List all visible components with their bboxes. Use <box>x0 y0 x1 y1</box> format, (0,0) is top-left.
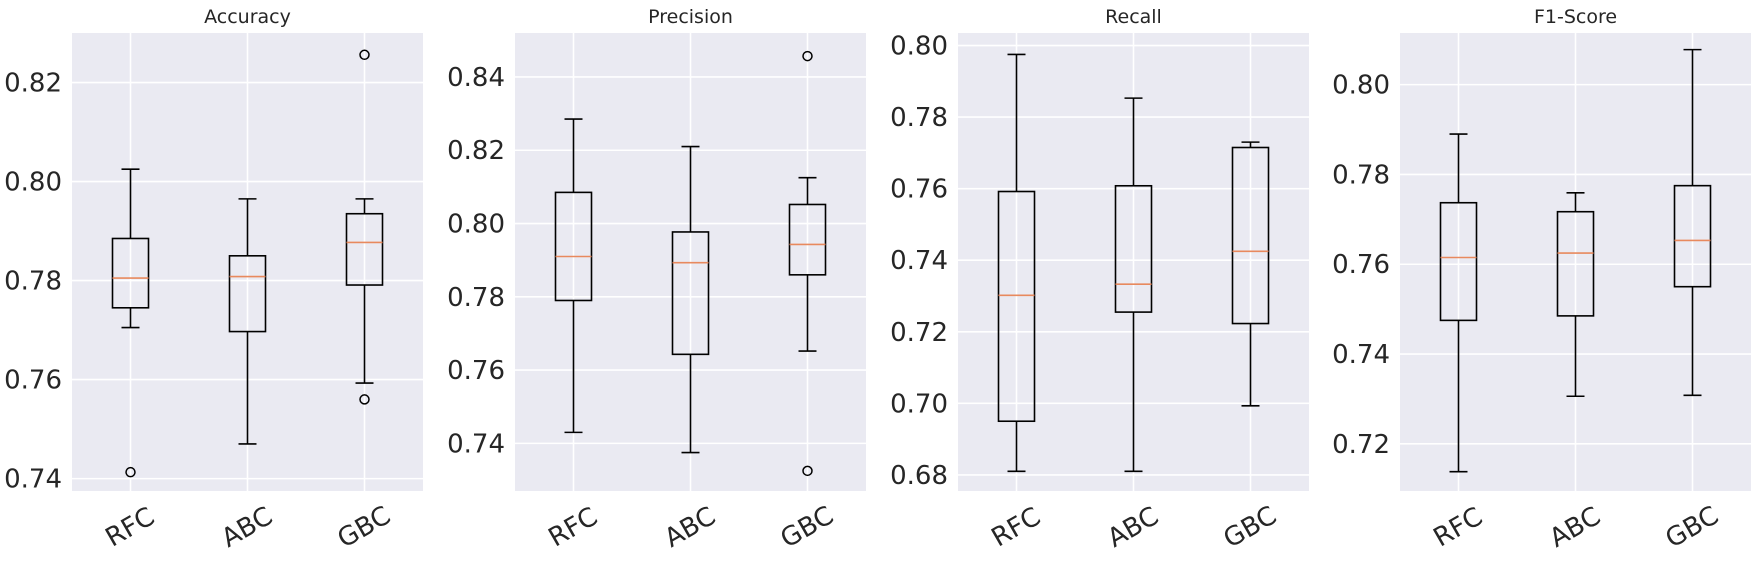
chart-title: Recall <box>1105 6 1162 28</box>
outlier-point <box>359 394 370 405</box>
outlier-point <box>125 466 136 478</box>
y-tick-label: 0.72 <box>890 318 948 348</box>
outlier-point <box>802 50 813 62</box>
iqr-box <box>1673 184 1712 288</box>
chart-title: F1-Score <box>1534 6 1617 28</box>
y-tick-label: 0.76 <box>1332 250 1390 280</box>
x-tick-label: GBC <box>776 501 839 555</box>
iqr-box <box>345 212 384 286</box>
x-tick-label: GBC <box>1661 501 1724 555</box>
chart-panel-recall: 0.68 0.70 0.72 0.74 0.76 0.78 0.80 RFC ABC GBC Rec… <box>890 6 1309 554</box>
x-tick-label: ABC <box>660 501 721 554</box>
y-tick-label: 0.80 <box>4 168 62 198</box>
x-tick-label: GBC <box>1219 501 1282 555</box>
y-tick-label: 0.78 <box>447 283 505 313</box>
y-tick-label: 0.74 <box>1332 340 1390 370</box>
box-gbc <box>788 50 827 477</box>
iqr-box <box>671 231 710 356</box>
iqr-box <box>997 190 1036 423</box>
chart-title: Precision <box>648 6 733 28</box>
box-rfc <box>1439 133 1478 473</box>
y-tick-label: 0.76 <box>447 356 505 386</box>
x-tick-label: ABC <box>217 501 278 554</box>
y-tick-label: 0.74 <box>890 246 948 276</box>
box-abc <box>1114 97 1153 473</box>
y-tick-label: 0.76 <box>4 366 62 396</box>
iqr-box <box>788 203 827 276</box>
x-tick-label: ABC <box>1103 501 1164 554</box>
iqr-box <box>1231 146 1270 325</box>
box-abc <box>1556 192 1595 398</box>
x-tick-label: RFC <box>101 502 160 554</box>
box-gbc <box>1673 48 1712 397</box>
box-rfc <box>554 118 593 434</box>
chart-panel-f1-score: 0.72 0.74 0.76 0.78 0.80 RFC ABC GBC F1-Score <box>1332 6 1751 554</box>
chart-panel-accuracy: 0.74 0.76 0.78 0.80 0.82 RFC ABC GBC Accuracy <box>4 6 423 554</box>
y-tick-label: 0.80 <box>447 210 505 240</box>
y-tick-label: 0.70 <box>890 389 948 419</box>
box-gbc <box>345 49 384 405</box>
y-tick-label: 0.84 <box>447 63 505 93</box>
y-tick-label: 0.74 <box>447 429 505 459</box>
iqr-box <box>554 191 593 302</box>
y-tick-label: 0.78 <box>890 103 948 133</box>
iqr-box <box>1556 210 1595 317</box>
x-tick-label: ABC <box>1545 501 1606 554</box>
box-rfc <box>111 168 150 478</box>
box-gbc <box>1231 141 1270 407</box>
y-tick-label: 0.80 <box>1332 71 1390 101</box>
y-tick-label: 0.78 <box>4 267 62 297</box>
iqr-box <box>111 237 150 309</box>
x-tick-label: RFC <box>987 502 1046 554</box>
chart-title: Accuracy <box>204 6 291 28</box>
y-tick-label: 0.74 <box>4 465 62 495</box>
iqr-box <box>228 255 267 333</box>
box-abc <box>228 198 267 445</box>
outlier-point <box>802 465 813 477</box>
y-tick-label: 0.82 <box>4 69 62 99</box>
x-tick-label: GBC <box>333 501 396 555</box>
iqr-box <box>1114 184 1153 313</box>
y-tick-label: 0.80 <box>890 32 948 62</box>
box-abc <box>671 145 710 454</box>
iqr-box <box>1439 201 1478 322</box>
x-tick-label: RFC <box>544 502 603 554</box>
box-rfc <box>997 53 1036 473</box>
chart-panel-precision: 0.74 0.76 0.78 0.80 0.82 0.84 RFC ABC GBC Precisi… <box>447 6 866 554</box>
y-tick-label: 0.72 <box>1332 430 1390 460</box>
x-tick-label: RFC <box>1429 502 1488 554</box>
y-tick-label: 0.68 <box>890 461 948 491</box>
y-tick-label: 0.76 <box>890 175 948 205</box>
outlier-point <box>359 49 370 61</box>
y-tick-label: 0.78 <box>1332 160 1390 190</box>
y-tick-label: 0.82 <box>447 136 505 166</box>
